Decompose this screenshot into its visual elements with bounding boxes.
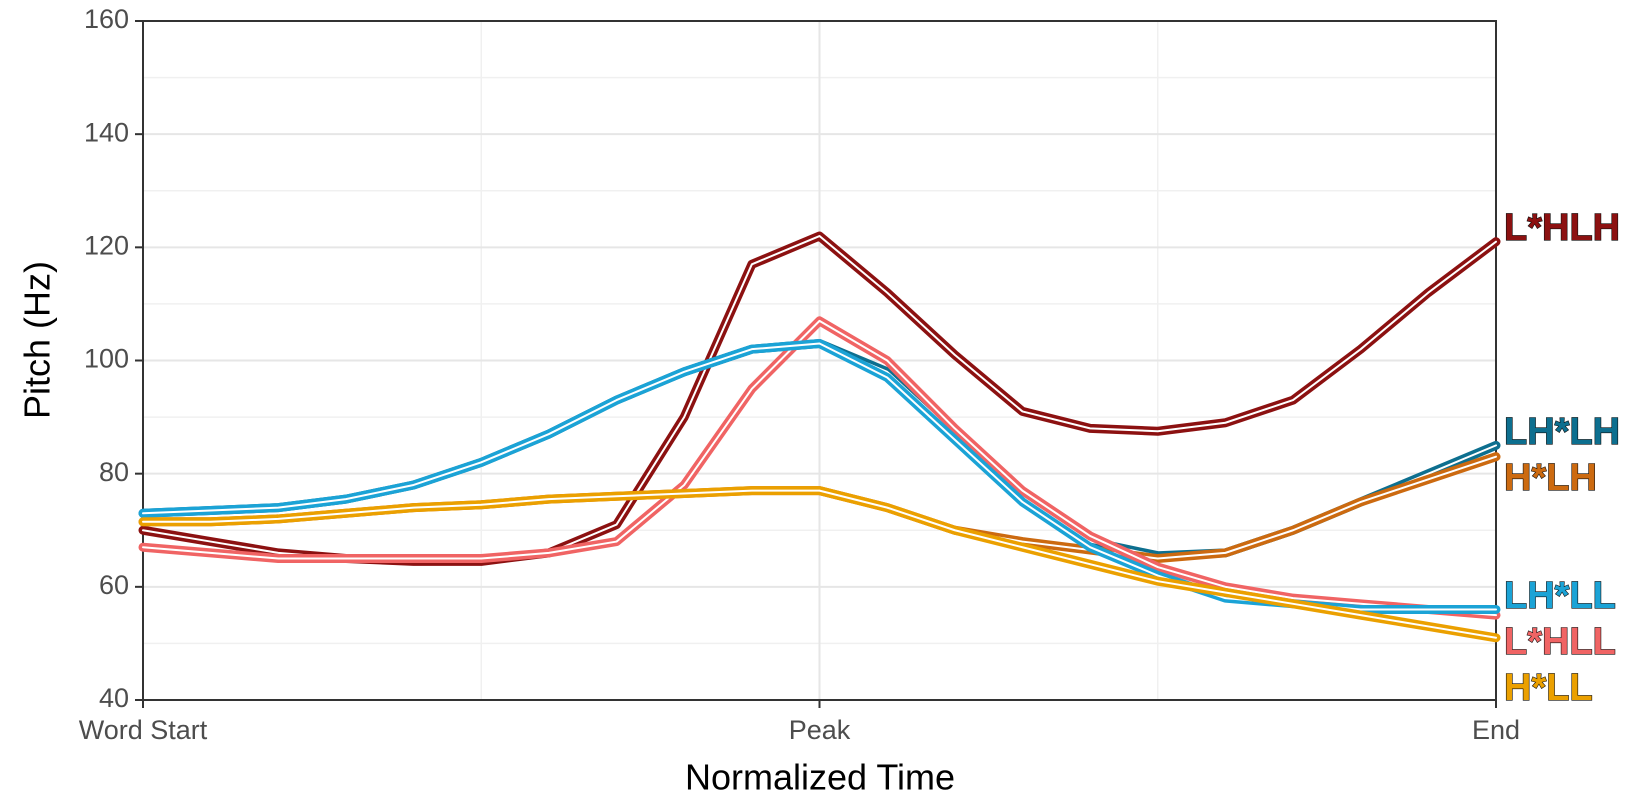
legend-label: L*HLL [1504,621,1616,663]
legend-label: L*HLH [1504,207,1620,249]
legend-label: LH*LH [1504,411,1620,453]
y-tick-label: 140 [84,117,129,147]
y-tick-label: 40 [99,683,129,713]
y-tick-label: 60 [99,570,129,600]
y-axis-title: Pitch (Hz) [17,261,58,419]
y-tick-label: 100 [84,344,129,374]
x-axis-title: Normalized Time [685,757,955,798]
legend-label: H*LL [1504,667,1593,709]
legend-label: LH*LL [1504,575,1616,617]
plot-border [142,20,1497,701]
x-tick-label: Word Start [79,715,208,745]
series-line-highlight [142,319,1497,617]
x-tick-label: End [1472,715,1520,745]
series-line-highlight [142,489,1497,639]
legend-label: H*LH [1504,457,1597,499]
x-tick-label: Peak [789,715,851,745]
y-tick-label: 160 [84,4,129,34]
y-tick-label: 120 [84,230,129,260]
y-tick-label: 80 [99,457,129,487]
